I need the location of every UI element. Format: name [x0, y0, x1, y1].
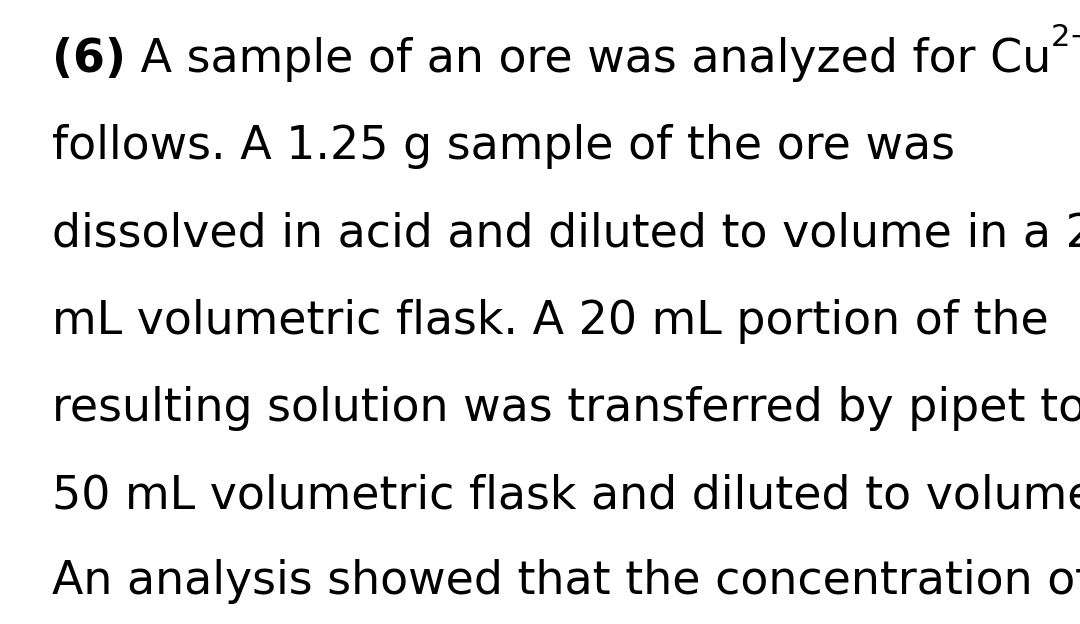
- Text: An analysis showed that the concentration of: An analysis showed that the concentratio…: [52, 559, 1080, 604]
- Text: mL volumetric flask. A 20 mL portion of the: mL volumetric flask. A 20 mL portion of …: [52, 299, 1049, 344]
- Text: follows. A 1.25 g sample of the ore was: follows. A 1.25 g sample of the ore was: [52, 124, 955, 169]
- Text: (6): (6): [52, 37, 126, 82]
- Text: dissolved in acid and diluted to volume in a 250: dissolved in acid and diluted to volume …: [52, 212, 1080, 256]
- Text: A sample of an ore was analyzed for Cu: A sample of an ore was analyzed for Cu: [126, 37, 1051, 82]
- Text: 50 mL volumetric flask and diluted to volume.: 50 mL volumetric flask and diluted to vo…: [52, 474, 1080, 519]
- Text: 2+: 2+: [1051, 22, 1080, 52]
- Text: resulting solution was transferred by pipet to a: resulting solution was transferred by pi…: [52, 386, 1080, 431]
